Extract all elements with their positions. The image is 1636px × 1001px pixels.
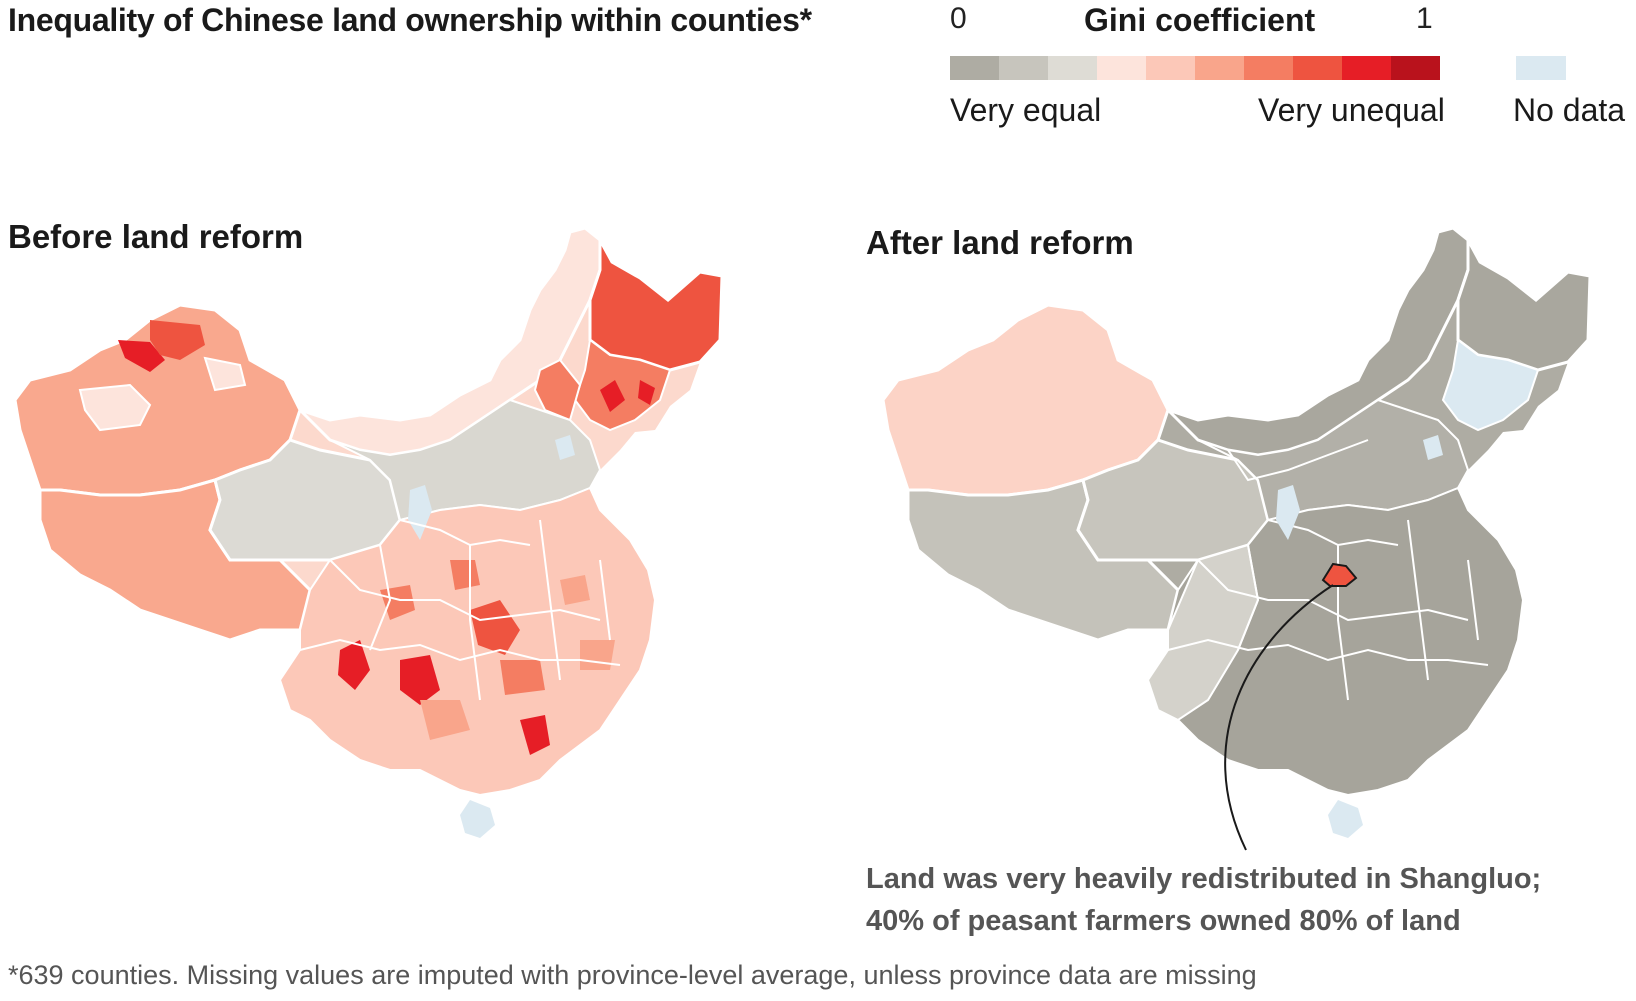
legend-swatch bbox=[1195, 56, 1244, 80]
map-before bbox=[13, 226, 724, 838]
panel-title-after: After land reform bbox=[866, 224, 1134, 261]
legend-min-label: 0 bbox=[950, 2, 967, 35]
chart-title: Inequality of Chinese land ownership wit… bbox=[8, 2, 812, 38]
legend-swatch bbox=[1097, 56, 1146, 80]
panel-title-before: Before land reform bbox=[8, 218, 304, 255]
legend-swatch bbox=[1391, 56, 1440, 80]
map-after bbox=[881, 226, 1592, 851]
legend-swatch bbox=[1342, 56, 1391, 80]
legend-swatch bbox=[1293, 56, 1342, 80]
legend-nodata-swatch bbox=[1516, 56, 1566, 80]
legend-swatch bbox=[1146, 56, 1195, 80]
legend-title: Gini coefficient bbox=[1084, 2, 1316, 38]
legend-nodata-label: No data bbox=[1513, 92, 1626, 128]
legend-low-label: Very equal bbox=[950, 92, 1102, 128]
footnote: *639 counties. Missing values are impute… bbox=[8, 960, 1257, 990]
legend-swatch bbox=[1244, 56, 1293, 80]
legend-swatch bbox=[999, 56, 1048, 80]
annotation-text: Land was very heavily redistributed in S… bbox=[866, 863, 1542, 937]
legend-high-label: Very unequal bbox=[1258, 92, 1445, 128]
legend-max-label: 1 bbox=[1416, 2, 1433, 35]
legend-swatch bbox=[950, 56, 999, 80]
legend-swatch bbox=[1048, 56, 1097, 80]
annotation-leader-line bbox=[1224, 584, 1334, 851]
